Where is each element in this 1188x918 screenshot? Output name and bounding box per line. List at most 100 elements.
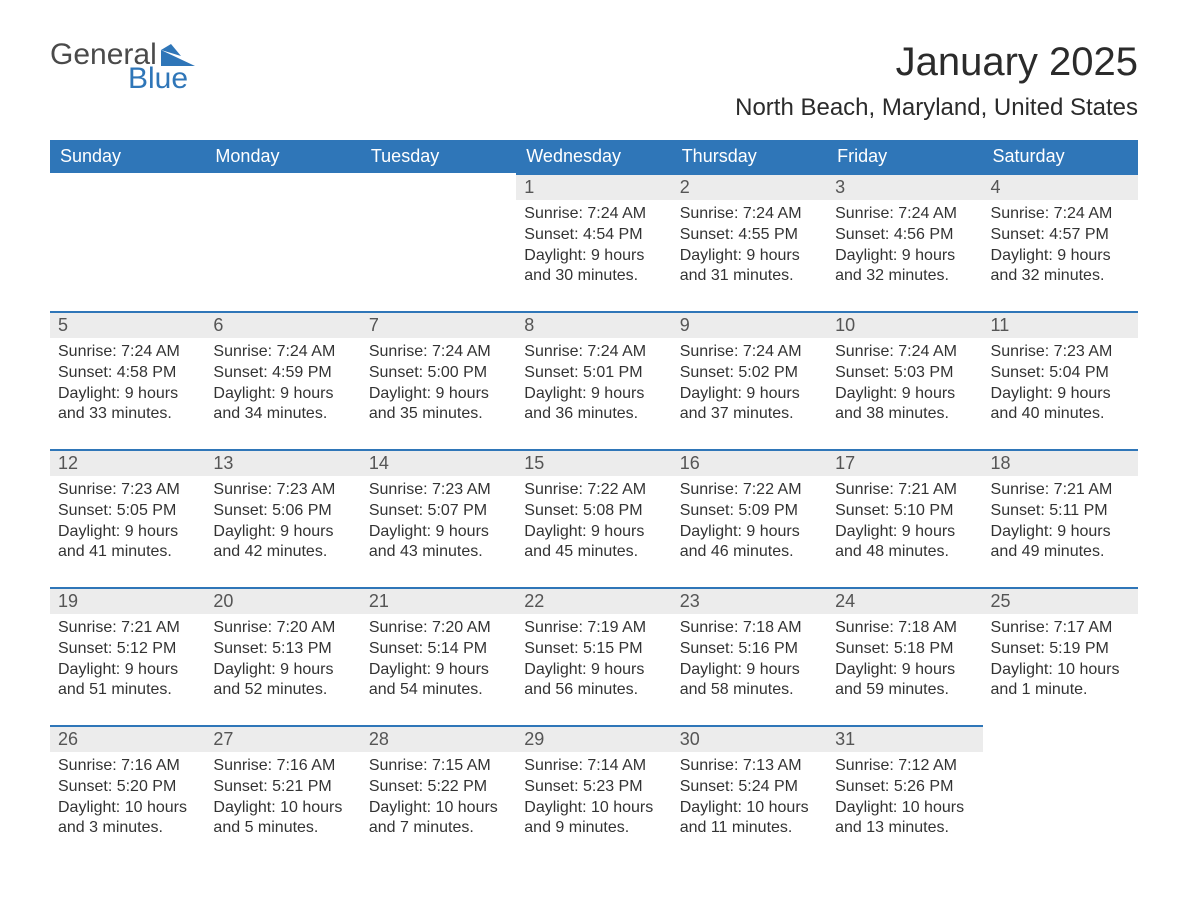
calendar-day-cell: 4Sunrise: 7:24 AMSunset: 4:57 PMDaylight… <box>983 173 1138 311</box>
day-body: Sunrise: 7:24 AMSunset: 5:02 PMDaylight:… <box>672 338 827 433</box>
sunrise-line: Sunrise: 7:24 AM <box>835 204 974 225</box>
calendar-day-cell: 6Sunrise: 7:24 AMSunset: 4:59 PMDaylight… <box>205 311 360 449</box>
day-body: Sunrise: 7:15 AMSunset: 5:22 PMDaylight:… <box>361 752 516 847</box>
calendar-head: SundayMondayTuesdayWednesdayThursdayFrid… <box>50 140 1138 173</box>
day-body: Sunrise: 7:24 AMSunset: 5:00 PMDaylight:… <box>361 338 516 433</box>
month-title: January 2025 <box>735 40 1138 84</box>
sunrise-line: Sunrise: 7:23 AM <box>213 480 352 501</box>
calendar-day-cell: 27Sunrise: 7:16 AMSunset: 5:21 PMDayligh… <box>205 725 360 863</box>
calendar-day-cell: 20Sunrise: 7:20 AMSunset: 5:13 PMDayligh… <box>205 587 360 725</box>
calendar-day-cell: 18Sunrise: 7:21 AMSunset: 5:11 PMDayligh… <box>983 449 1138 587</box>
sunset-line: Sunset: 5:15 PM <box>524 639 663 660</box>
calendar-table: SundayMondayTuesdayWednesdayThursdayFrid… <box>50 140 1138 863</box>
calendar-day-cell: 29Sunrise: 7:14 AMSunset: 5:23 PMDayligh… <box>516 725 671 863</box>
day-number: 13 <box>205 449 360 476</box>
sunset-line: Sunset: 5:10 PM <box>835 501 974 522</box>
daylight-line: Daylight: 9 hours and 46 minutes. <box>680 522 819 564</box>
sunrise-line: Sunrise: 7:20 AM <box>213 618 352 639</box>
sunrise-line: Sunrise: 7:22 AM <box>524 480 663 501</box>
weekday-header: Monday <box>205 140 360 173</box>
sunrise-line: Sunrise: 7:24 AM <box>680 204 819 225</box>
daylight-line: Daylight: 9 hours and 32 minutes. <box>835 246 974 288</box>
day-body: Sunrise: 7:24 AMSunset: 4:59 PMDaylight:… <box>205 338 360 433</box>
calendar-day-cell: 12Sunrise: 7:23 AMSunset: 5:05 PMDayligh… <box>50 449 205 587</box>
day-body: Sunrise: 7:14 AMSunset: 5:23 PMDaylight:… <box>516 752 671 847</box>
day-number: 25 <box>983 587 1138 614</box>
sunrise-line: Sunrise: 7:23 AM <box>58 480 197 501</box>
sunset-line: Sunset: 5:24 PM <box>680 777 819 798</box>
day-body: Sunrise: 7:24 AMSunset: 4:56 PMDaylight:… <box>827 200 982 295</box>
day-number: 7 <box>361 311 516 338</box>
sunset-line: Sunset: 5:23 PM <box>524 777 663 798</box>
sunset-line: Sunset: 5:20 PM <box>58 777 197 798</box>
sunset-line: Sunset: 5:11 PM <box>991 501 1130 522</box>
day-number: 20 <box>205 587 360 614</box>
calendar-week-row: 1Sunrise: 7:24 AMSunset: 4:54 PMDaylight… <box>50 173 1138 311</box>
day-number: 5 <box>50 311 205 338</box>
day-number: 2 <box>672 173 827 200</box>
daylight-line: Daylight: 9 hours and 35 minutes. <box>369 384 508 426</box>
day-body: Sunrise: 7:21 AMSunset: 5:11 PMDaylight:… <box>983 476 1138 571</box>
day-number: 16 <box>672 449 827 476</box>
sunset-line: Sunset: 4:57 PM <box>991 225 1130 246</box>
sunrise-line: Sunrise: 7:21 AM <box>835 480 974 501</box>
calendar-day-cell: 7Sunrise: 7:24 AMSunset: 5:00 PMDaylight… <box>361 311 516 449</box>
day-body: Sunrise: 7:23 AMSunset: 5:04 PMDaylight:… <box>983 338 1138 433</box>
calendar-week-row: 5Sunrise: 7:24 AMSunset: 4:58 PMDaylight… <box>50 311 1138 449</box>
sunrise-line: Sunrise: 7:24 AM <box>835 342 974 363</box>
day-number: 12 <box>50 449 205 476</box>
calendar-day-cell: 17Sunrise: 7:21 AMSunset: 5:10 PMDayligh… <box>827 449 982 587</box>
day-body: Sunrise: 7:24 AMSunset: 4:55 PMDaylight:… <box>672 200 827 295</box>
calendar-week-row: 26Sunrise: 7:16 AMSunset: 5:20 PMDayligh… <box>50 725 1138 863</box>
daylight-line: Daylight: 9 hours and 48 minutes. <box>835 522 974 564</box>
daylight-line: Daylight: 9 hours and 42 minutes. <box>213 522 352 564</box>
day-number: 29 <box>516 725 671 752</box>
sunrise-line: Sunrise: 7:19 AM <box>524 618 663 639</box>
sunrise-line: Sunrise: 7:24 AM <box>369 342 508 363</box>
day-body: Sunrise: 7:23 AMSunset: 5:06 PMDaylight:… <box>205 476 360 571</box>
calendar-day-cell: 13Sunrise: 7:23 AMSunset: 5:06 PMDayligh… <box>205 449 360 587</box>
sunset-line: Sunset: 4:54 PM <box>524 225 663 246</box>
daylight-line: Daylight: 9 hours and 32 minutes. <box>991 246 1130 288</box>
day-body: Sunrise: 7:21 AMSunset: 5:10 PMDaylight:… <box>827 476 982 571</box>
day-body: Sunrise: 7:18 AMSunset: 5:18 PMDaylight:… <box>827 614 982 709</box>
sunrise-line: Sunrise: 7:24 AM <box>213 342 352 363</box>
calendar-day-cell: 22Sunrise: 7:19 AMSunset: 5:15 PMDayligh… <box>516 587 671 725</box>
daylight-line: Daylight: 9 hours and 54 minutes. <box>369 660 508 702</box>
page-header: General Blue January 2025 North Beach, M… <box>50 40 1138 122</box>
day-body: Sunrise: 7:20 AMSunset: 5:13 PMDaylight:… <box>205 614 360 709</box>
daylight-line: Daylight: 10 hours and 3 minutes. <box>58 798 197 840</box>
day-number: 24 <box>827 587 982 614</box>
day-body: Sunrise: 7:22 AMSunset: 5:09 PMDaylight:… <box>672 476 827 571</box>
day-body: Sunrise: 7:24 AMSunset: 4:58 PMDaylight:… <box>50 338 205 433</box>
sunset-line: Sunset: 5:21 PM <box>213 777 352 798</box>
sunrise-line: Sunrise: 7:18 AM <box>835 618 974 639</box>
location-subtitle: North Beach, Maryland, United States <box>735 94 1138 122</box>
calendar-day-cell: 23Sunrise: 7:18 AMSunset: 5:16 PMDayligh… <box>672 587 827 725</box>
day-number: 27 <box>205 725 360 752</box>
daylight-line: Daylight: 10 hours and 7 minutes. <box>369 798 508 840</box>
logo: General Blue <box>50 40 195 94</box>
day-body: Sunrise: 7:24 AMSunset: 4:57 PMDaylight:… <box>983 200 1138 295</box>
weekday-header: Sunday <box>50 140 205 173</box>
weekday-header: Friday <box>827 140 982 173</box>
weekday-header: Wednesday <box>516 140 671 173</box>
sunset-line: Sunset: 5:16 PM <box>680 639 819 660</box>
sunrise-line: Sunrise: 7:24 AM <box>58 342 197 363</box>
day-number: 17 <box>827 449 982 476</box>
sunrise-line: Sunrise: 7:23 AM <box>991 342 1130 363</box>
day-body: Sunrise: 7:16 AMSunset: 5:20 PMDaylight:… <box>50 752 205 847</box>
daylight-line: Daylight: 9 hours and 31 minutes. <box>680 246 819 288</box>
calendar-day-cell: 5Sunrise: 7:24 AMSunset: 4:58 PMDaylight… <box>50 311 205 449</box>
daylight-line: Daylight: 10 hours and 1 minute. <box>991 660 1130 702</box>
sunrise-line: Sunrise: 7:17 AM <box>991 618 1130 639</box>
day-number: 6 <box>205 311 360 338</box>
sunset-line: Sunset: 5:07 PM <box>369 501 508 522</box>
day-number: 28 <box>361 725 516 752</box>
weekday-header: Thursday <box>672 140 827 173</box>
calendar-day-cell <box>983 725 1138 863</box>
sunrise-line: Sunrise: 7:24 AM <box>991 204 1130 225</box>
calendar-day-cell: 9Sunrise: 7:24 AMSunset: 5:02 PMDaylight… <box>672 311 827 449</box>
daylight-line: Daylight: 9 hours and 38 minutes. <box>835 384 974 426</box>
sunset-line: Sunset: 5:18 PM <box>835 639 974 660</box>
